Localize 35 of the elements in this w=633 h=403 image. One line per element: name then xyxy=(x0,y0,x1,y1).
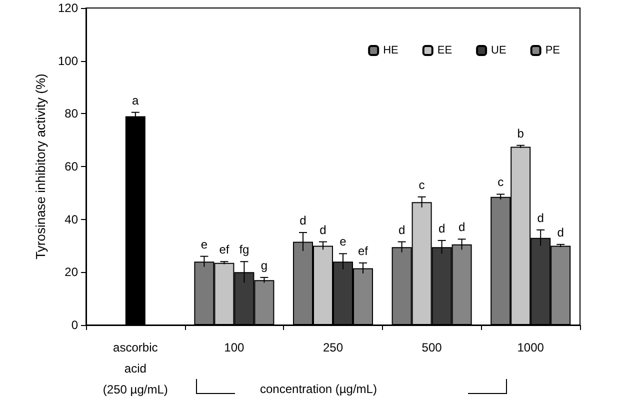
x-tick-label: 500 xyxy=(422,340,442,354)
data-label: d xyxy=(438,221,446,236)
data-label: d xyxy=(557,225,564,240)
data-label: c xyxy=(498,175,504,190)
data-label: g xyxy=(260,258,268,272)
y-tick-label: 80 xyxy=(64,106,78,121)
data-label: c xyxy=(418,178,425,192)
data-label: e xyxy=(200,237,208,252)
x-tick-label: 100 xyxy=(224,340,245,354)
y-tick-label: 40 xyxy=(64,212,78,226)
data-label: d xyxy=(300,214,306,228)
data-label: ef xyxy=(219,242,230,257)
y-axis-title: Tyrosinase inhibitory activity (%) xyxy=(33,74,48,260)
x-tick-label: 250 xyxy=(322,340,344,354)
x-tick-label: ascorbic acid (250 µg/mL) xyxy=(102,340,168,396)
legend-label: PE xyxy=(545,44,560,56)
y-tick-label: 120 xyxy=(58,1,78,15)
y-tick-label: 60 xyxy=(64,160,78,174)
x-tick-label: 1000 xyxy=(517,340,544,354)
y-tick-label: 0 xyxy=(71,318,78,332)
data-label: b xyxy=(517,126,524,140)
legend-label: UE xyxy=(491,44,506,56)
y-tick-label: 100 xyxy=(58,54,78,68)
data-label: d xyxy=(398,222,406,237)
legend-label: HE xyxy=(383,44,398,56)
y-tick-label: 20 xyxy=(64,265,78,280)
data-label: e xyxy=(340,234,347,249)
legend-label: EE xyxy=(437,44,452,56)
data-label: fg xyxy=(239,242,250,257)
data-label: ef xyxy=(358,244,369,258)
data-label: d xyxy=(458,220,466,234)
x-axis-title: concentration (µg/mL) xyxy=(260,382,377,396)
data-label: a xyxy=(132,93,140,108)
data-label: d xyxy=(320,222,326,237)
data-label: d xyxy=(537,210,544,225)
